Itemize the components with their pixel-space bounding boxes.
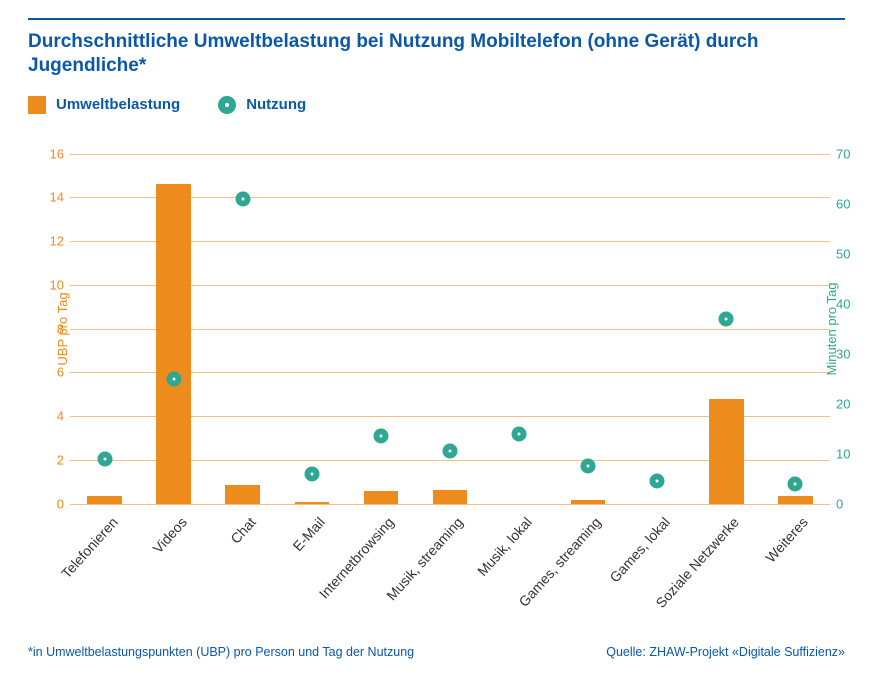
footer: *in Umweltbelastungspunkten (UBP) pro Pe… [28,645,845,659]
y-tick-right: 70 [830,146,850,161]
x-tick-label: Chat [227,514,259,547]
y-tick-left: 0 [57,496,70,511]
dot-swatch-icon [218,96,236,114]
legend-item-bar: Umweltbelastung [28,96,180,114]
x-tick-label: Games, lokal [607,514,674,585]
scatter-dot [97,451,112,466]
x-tick-label: Weiteres [763,514,812,566]
bar [156,184,191,503]
chart-container: Durchschnittliche Umweltbelastung bei Nu… [0,0,873,681]
source: Quelle: ZHAW-Projekt «Digitale Suffizien… [606,645,845,659]
bar [225,485,260,504]
scatter-dot [581,459,596,474]
legend-dot-label: Nutzung [246,96,306,113]
y-tick-right: 60 [830,196,850,211]
x-tick-label: Telefonieren [57,514,120,581]
bar [778,496,813,504]
footnote: *in Umweltbelastungspunkten (UBP) pro Pe… [28,645,414,659]
y-tick-right: 20 [830,396,850,411]
x-tick-label: Musik, lokal [474,514,535,579]
y-tick-right: 10 [830,446,850,461]
y-tick-right: 0 [830,496,843,511]
plot-area [70,154,830,504]
y-tick-left: 6 [57,365,70,380]
scatter-dot [443,444,458,459]
x-tick-label: E-Mail [289,514,327,554]
legend: Umweltbelastung Nutzung [28,96,845,114]
scatter-dot [166,371,181,386]
scatter-dot [304,466,319,481]
chart-title: Durchschnittliche Umweltbelastung bei Nu… [28,30,845,78]
bar [709,399,744,504]
y-tick-left: 12 [50,234,70,249]
bar-swatch-icon [28,96,46,114]
x-axis-labels: TelefonierenVideosChatE-MailInternetbrow… [70,504,830,624]
bar [364,491,399,503]
y-tick-left: 8 [57,321,70,336]
scatter-dot [512,426,527,441]
y-tick-right: 50 [830,246,850,261]
y-tick-right: 40 [830,296,850,311]
bar [433,490,468,503]
legend-bar-label: Umweltbelastung [56,96,180,113]
x-tick-label: Videos [149,514,189,556]
y-tick-left: 10 [50,277,70,292]
scatter-dot [650,474,665,489]
y-tick-left: 2 [57,452,70,467]
legend-item-dot: Nutzung [218,96,306,114]
x-tick-label: Internetbrowsing [316,514,397,602]
scatter-dot [788,476,803,491]
bar [87,496,122,504]
y-tick-left: 16 [50,146,70,161]
scatter-dot [235,191,250,206]
y-tick-right: 30 [830,346,850,361]
x-tick-label: Musik, streaming [383,514,466,603]
scatter-dot [373,429,388,444]
top-rule [28,18,845,20]
y-tick-left: 4 [57,409,70,424]
y-tick-left: 14 [50,190,70,205]
chart-area: UBP pro Tag Minuten pro Tag Telefonieren… [70,154,830,504]
scatter-dot [719,311,734,326]
